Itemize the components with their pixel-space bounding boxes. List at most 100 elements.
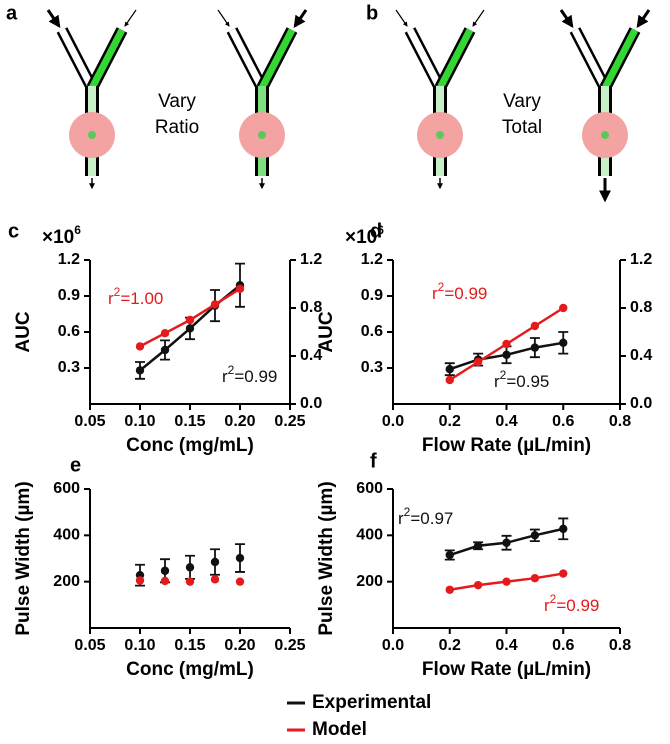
annotation-sup: 2	[500, 368, 507, 382]
arrow	[293, 9, 308, 28]
x-axis-label: Conc (mg/mL)	[126, 435, 254, 456]
annotation-sup: 2	[438, 280, 445, 294]
panel-label: e	[70, 454, 81, 476]
annotation-sup: 2	[114, 285, 121, 299]
y2-tick-label: 0.8	[300, 299, 322, 316]
x-tick-label: 0.4	[495, 413, 517, 430]
x-tick-label: 0.4	[495, 637, 517, 654]
axis-multiplier: ×106	[42, 223, 81, 248]
x-tick-label: 0.05	[74, 637, 105, 654]
annotation-sup: 2	[404, 505, 411, 519]
diagram-text: Ratio	[155, 117, 199, 138]
channel	[601, 28, 639, 90]
arrow	[636, 9, 651, 28]
y2-tick-label: 0.0	[630, 395, 652, 412]
annotation-rest: =0.99	[444, 284, 487, 303]
data-point	[445, 375, 454, 385]
annotation-text: r	[432, 284, 438, 303]
dot	[258, 131, 266, 139]
y-tick-label: 0.3	[361, 359, 383, 376]
y-tick-label: 400	[53, 527, 80, 544]
data-point	[445, 550, 454, 560]
legend-label: Experimental	[312, 692, 431, 713]
diagram-text: Vary	[503, 91, 541, 112]
data-point	[502, 538, 511, 547]
data-point	[502, 339, 511, 349]
y2-tick-label: 1.2	[630, 251, 652, 268]
dot	[601, 131, 609, 139]
channel	[436, 28, 474, 90]
annotation-text: r	[222, 367, 228, 386]
annotation: r2=0.97	[398, 505, 453, 528]
x-tick-label: 0.0	[382, 637, 404, 654]
data-point	[160, 576, 170, 586]
dot	[436, 131, 444, 139]
data-point	[530, 321, 540, 331]
y2-tick-label: 0.0	[300, 395, 322, 412]
channel	[88, 28, 126, 90]
y-tick-label: 0.6	[58, 323, 80, 340]
channel	[228, 28, 266, 90]
data-point	[185, 563, 195, 572]
x-tick-label: 0.20	[224, 413, 255, 430]
annotation-text: r	[398, 509, 404, 528]
data-point	[473, 357, 483, 367]
data-point	[473, 541, 483, 550]
arrow	[217, 9, 230, 27]
arrow	[395, 9, 408, 27]
x-tick-label: 0.25	[274, 637, 305, 654]
annotation: r2=0.99	[432, 280, 487, 303]
annotation-text: r	[494, 372, 500, 391]
y2-tick-label: 0.4	[300, 347, 322, 364]
annotation: r2=0.95	[494, 368, 549, 391]
data-point	[210, 557, 220, 567]
y-tick-label: 0.9	[58, 287, 80, 304]
annotation-sup: 2	[550, 592, 557, 606]
y-tick-label: 600	[356, 480, 383, 497]
channel	[258, 28, 296, 90]
diagram-text: Total	[502, 117, 542, 138]
annotation: r2=0.99	[544, 592, 599, 615]
y-tick-label: 200	[53, 573, 80, 590]
y-axis-label: AUC	[13, 311, 34, 352]
data-point	[160, 566, 170, 575]
multiplier-exp: 6	[377, 223, 384, 237]
diagram-text: Vary	[158, 91, 196, 112]
annotation-rest: =1.00	[120, 289, 163, 308]
data-point	[502, 350, 511, 359]
data-point	[235, 553, 245, 563]
multiplier-base: ×10	[345, 227, 377, 248]
data-point	[235, 577, 245, 586]
arrow	[559, 9, 574, 28]
annotation-sup: 2	[228, 363, 235, 377]
multiplier-exp: 6	[74, 223, 81, 237]
axis-multiplier: ×106	[345, 223, 384, 248]
data-point	[502, 577, 511, 586]
annotation-rest: =0.95	[506, 372, 549, 391]
x-axis-label: Conc (mg/mL)	[126, 659, 254, 680]
y2-tick-label: 1.2	[300, 251, 322, 268]
y-tick-label: 1.2	[58, 251, 80, 268]
y-tick-label: 0.9	[361, 287, 383, 304]
y-tick-label: 1.2	[361, 251, 383, 268]
y-axis-label: AUC	[316, 311, 337, 352]
panel-label: c	[8, 220, 19, 242]
channel	[571, 28, 609, 90]
data-point	[235, 284, 245, 293]
panel-label: a	[6, 2, 18, 24]
multiplier-base: ×10	[42, 227, 74, 248]
y-axis-label: Pulse Width (µm)	[13, 481, 34, 635]
panel-label: b	[366, 2, 378, 24]
y2-tick-label: 0.4	[630, 347, 652, 364]
dot	[88, 131, 96, 139]
y-tick-label: 0.3	[58, 359, 80, 376]
x-tick-label: 0.25	[274, 413, 305, 430]
annotation-text: r	[544, 596, 550, 615]
data-point	[559, 338, 568, 347]
data-point	[445, 365, 454, 374]
data-point	[559, 303, 568, 313]
data-point	[530, 573, 540, 583]
annotation: r2=0.99	[222, 363, 277, 386]
annotation-text: r	[108, 289, 114, 308]
